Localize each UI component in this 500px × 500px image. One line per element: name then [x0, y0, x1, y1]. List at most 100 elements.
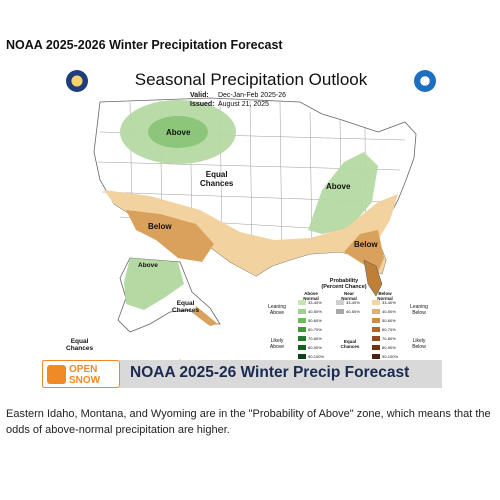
- legend-range-below-4: 70-80%: [382, 336, 396, 341]
- legend-range-above-3: 60-70%: [308, 327, 322, 332]
- legend-likely-above: Likely Above: [260, 338, 294, 350]
- issued-key: Issued:: [190, 101, 215, 108]
- legend-swatch-near-1: [336, 309, 344, 314]
- label-equal-chances-alaska: Equal Chances: [172, 300, 199, 314]
- valid-line: Valid: Dec-Jan-Feb 2025-26: [190, 92, 286, 99]
- legend-range-below-0: 33-40%: [382, 300, 396, 305]
- legend-swatch-above-3: [298, 327, 306, 332]
- legend-swatch-below-0: [372, 300, 380, 305]
- below-alaska-panhandle: [194, 306, 218, 326]
- legend-leaning-above-2: Above: [269, 310, 285, 316]
- legend-below-head: Below Normal: [370, 291, 400, 301]
- issued-value: August 21, 2025: [217, 101, 269, 108]
- article-caption: Eastern Idaho, Montana, and Wyoming are …: [6, 408, 491, 436]
- issued-line: Issued: August 21, 2025: [190, 101, 269, 108]
- below-florida-zone: [364, 260, 382, 296]
- label-below-southeast: Below: [354, 240, 378, 249]
- legend-below-head-1: Below: [378, 291, 392, 296]
- label-above-north: Above: [166, 128, 191, 137]
- legend-title-line-2: (Percent Chance): [321, 284, 367, 290]
- opensnow-logo: OPEN SNOW: [42, 360, 120, 388]
- brand-line-2: SNOW: [69, 375, 101, 386]
- brand-text: OPEN SNOW: [69, 364, 100, 386]
- doc-seal-icon: [66, 70, 88, 92]
- legend-near-head: Near Normal: [334, 291, 364, 301]
- label-equal-chances-center: Equal Chances: [200, 170, 233, 188]
- label-above-east: Above: [326, 182, 351, 191]
- legend-swatch-below-2: [372, 318, 380, 323]
- legend-range-below-6: 90-100%: [382, 354, 399, 359]
- legend-leaning-below-2: Below: [412, 310, 426, 316]
- legend-range-above-1: 40-50%: [308, 309, 322, 314]
- legend-likely-below-2: Below: [412, 344, 426, 350]
- legend-equal-chances: Equal Chances: [335, 339, 365, 349]
- equal-chances-alaska-line-2: Chances: [172, 307, 200, 314]
- legend-range-below-1: 40-50%: [382, 309, 396, 314]
- legend-likely-below: Likely Below: [402, 338, 436, 350]
- legend-leaning-below: Leaning Below: [402, 304, 436, 316]
- legend-swatch-above-5: [298, 345, 306, 350]
- above-alaska-zone: [124, 258, 184, 310]
- legend-equal-chances-1: Equal: [343, 339, 357, 344]
- legend-leaning-above: Leaning Above: [260, 304, 294, 316]
- legend-range-near-1: 40-50%: [346, 309, 360, 314]
- legend-range-above-0: 33-40%: [308, 300, 322, 305]
- legend-range-below-2: 50-60%: [382, 318, 396, 323]
- legend-near-head-2: Normal: [341, 296, 357, 301]
- legend-swatch-above-4: [298, 336, 306, 341]
- legend-range-above-4: 70-80%: [308, 336, 322, 341]
- label-equal-chances-sw: Equal Chances: [66, 338, 93, 352]
- below-southeast-zone: [344, 230, 384, 272]
- valid-key: Valid:: [190, 92, 209, 99]
- legend-range-near-0: 33-40%: [346, 300, 360, 305]
- legend-swatch-above-1: [298, 309, 306, 314]
- noaa-logo-icon: [414, 70, 436, 92]
- equal-chances-alaska-line-1: Equal: [176, 300, 195, 307]
- legend-above-head: Above Normal: [296, 291, 326, 301]
- equal-chances-sw-line-1: Equal: [70, 338, 89, 345]
- legend-swatch-below-6: [372, 354, 380, 359]
- legend-swatch-above-6: [298, 354, 306, 359]
- us-map-graphic: [93, 97, 417, 381]
- opensnow-banner: OPEN SNOW NOAA 2025-26 Winter Precip For…: [42, 360, 442, 388]
- legend-equal-chances-2: Chances: [340, 344, 360, 349]
- brand-line-1: OPEN: [69, 364, 98, 375]
- banner-headline: NOAA 2025-26 Winter Precip Forecast: [130, 364, 410, 381]
- legend-swatch-below-3: [372, 327, 380, 332]
- above-east-zone: [308, 152, 378, 234]
- outlook-title: Seasonal Precipitation Outlook: [134, 70, 368, 89]
- equal-chances-sw-line-2: Chances: [66, 345, 94, 352]
- valid-value: Dec-Jan-Feb 2025-26: [217, 92, 287, 99]
- legend-near-head-1: Near: [343, 291, 354, 296]
- legend-swatch-below-5: [372, 345, 380, 350]
- legend-range-above-2: 50-60%: [308, 318, 322, 323]
- legend-title-line-1: Probability: [329, 278, 359, 284]
- legend-above-head-2: Normal: [303, 296, 319, 301]
- legend-swatch-below-1: [372, 309, 380, 314]
- legend-leaning-above-1: Leaning: [268, 304, 286, 310]
- legend-swatch-above-0: [298, 300, 306, 305]
- legend-below-head-2: Normal: [377, 296, 393, 301]
- equal-chances-center-line-1: Equal: [205, 170, 228, 179]
- legend-range-above-5: 80-90%: [308, 345, 322, 350]
- page-title: NOAA 2025-2026 Winter Precipitation Fore…: [6, 38, 283, 52]
- legend-likely-below-1: Likely: [412, 338, 426, 344]
- label-below-southwest: Below: [148, 222, 172, 231]
- legend-swatch-above-2: [298, 318, 306, 323]
- legend-range-below-5: 80-90%: [382, 345, 396, 350]
- legend-swatch-below-4: [372, 336, 380, 341]
- legend-range-above-6: 90-100%: [308, 354, 325, 359]
- sun-icon: [47, 365, 66, 384]
- label-above-alaska: Above: [138, 262, 158, 269]
- legend-above-head-1: Above: [304, 291, 318, 296]
- legend-swatch-near-0: [336, 300, 344, 305]
- above-north-core: [148, 116, 208, 148]
- legend-likely-above-2: Above: [269, 344, 285, 350]
- legend-title: Probability (Percent Chance): [294, 278, 394, 290]
- legend-range-below-3: 60-70%: [382, 327, 396, 332]
- equal-chances-center-line-2: Chances: [200, 179, 234, 188]
- below-southern-band: [104, 190, 398, 276]
- outlook-map: Seasonal Precipitation Outlook Valid: De…: [60, 62, 442, 390]
- legend-likely-above-1: Likely: [270, 338, 284, 344]
- legend-leaning-below-1: Leaning: [410, 304, 428, 310]
